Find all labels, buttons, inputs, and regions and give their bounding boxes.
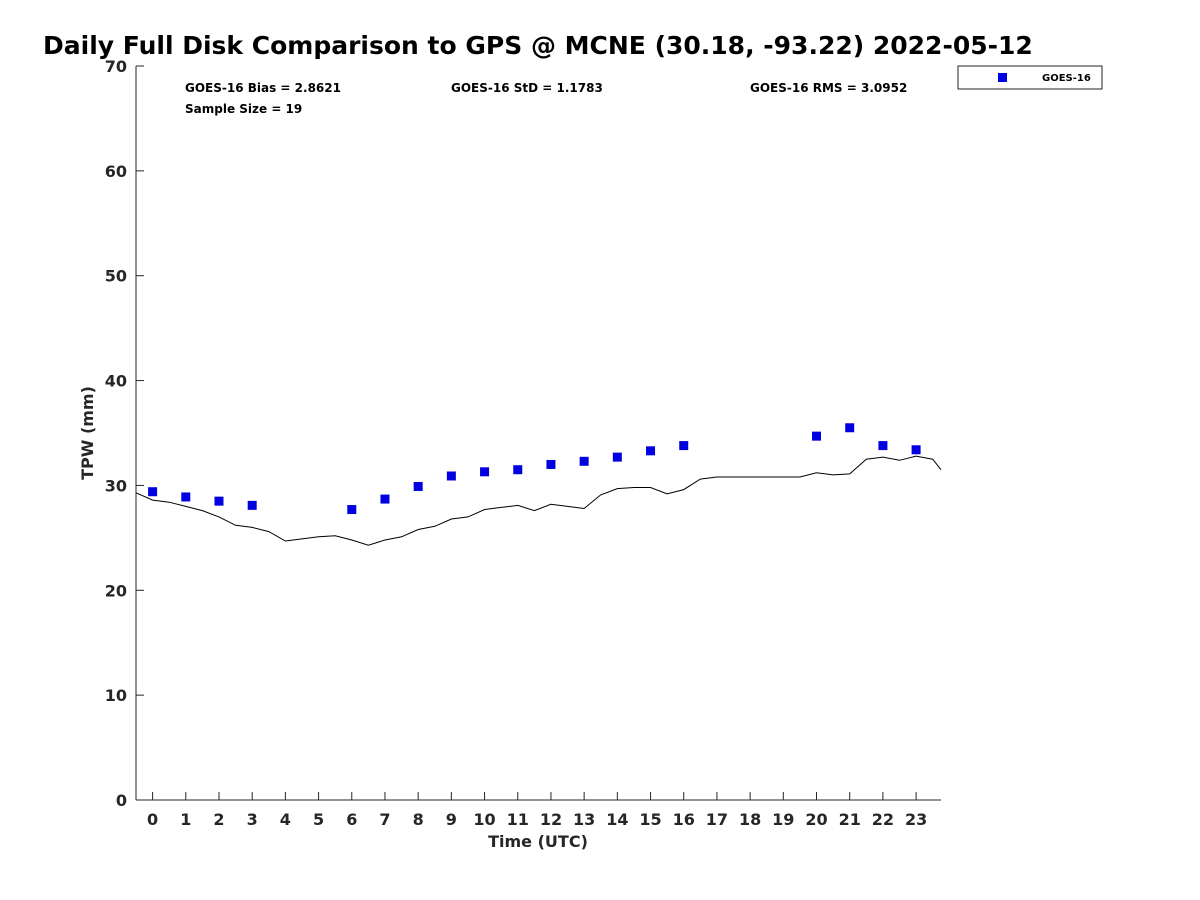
x-tick-label: 0 (147, 810, 158, 829)
goes16-point (148, 487, 158, 497)
x-axis-label: Time (UTC) (488, 832, 588, 851)
gps-line (135, 455, 942, 546)
goes16-point (247, 500, 257, 510)
x-tick-label: 2 (213, 810, 224, 829)
goes16-point (646, 446, 656, 456)
goes16-point (546, 459, 556, 469)
goes16-point (878, 441, 888, 451)
y-tick-label: 70 (105, 57, 127, 76)
x-tick-label: 13 (573, 810, 595, 829)
x-tick-label: 11 (507, 810, 529, 829)
goes16-point (513, 465, 523, 475)
x-tick-label: 4 (280, 810, 291, 829)
x-tick-label: 7 (379, 810, 390, 829)
rms-stat: GOES-16 RMS = 3.0952 (750, 81, 907, 95)
chart-title: Daily Full Disk Comparison to GPS @ MCNE… (43, 31, 1033, 60)
goes16-point (347, 505, 357, 515)
legend-box (957, 65, 1103, 90)
x-tick-label: 20 (805, 810, 827, 829)
legend: GOES-16 (957, 65, 1103, 90)
x-tick-label: 5 (313, 810, 324, 829)
goes16-point (181, 492, 191, 502)
y-axis-label: TPW (mm) (78, 386, 97, 480)
y-tick-label: 10 (105, 686, 127, 705)
goes16-point (911, 445, 921, 455)
x-tick-label: 6 (346, 810, 357, 829)
legend-label: GOES-16 (1042, 73, 1091, 84)
goes16-point (380, 494, 390, 504)
x-tick-label: 3 (247, 810, 258, 829)
x-tick-label: 15 (639, 810, 661, 829)
goes16-point (446, 471, 456, 481)
y-tick-label: 40 (105, 372, 127, 391)
std-stat: GOES-16 StD = 1.1783 (451, 81, 603, 95)
goes16-point (480, 467, 490, 477)
y-tick-label: 60 (105, 162, 127, 181)
goes16-point (679, 441, 689, 451)
bias-stat: GOES-16 Bias = 2.8621 (185, 81, 341, 95)
x-tick-label: 18 (739, 810, 761, 829)
y-tick-label: 20 (105, 581, 127, 600)
x-tick-label: 12 (540, 810, 562, 829)
y-tick-label: 50 (105, 267, 127, 286)
x-tick-label: 16 (673, 810, 695, 829)
goes16-point (214, 496, 224, 506)
legend-marker (998, 73, 1007, 82)
goes16-point (579, 456, 589, 466)
x-tick-label: 23 (905, 810, 927, 829)
y-tick-label: 30 (105, 476, 127, 495)
goes16-point (612, 452, 622, 462)
goes16-point (413, 481, 423, 491)
y-tick-label: 0 (116, 791, 127, 810)
series-layer (135, 423, 942, 546)
x-tick-label: 14 (606, 810, 628, 829)
x-tick-label: 22 (872, 810, 894, 829)
x-tick-label: 21 (839, 810, 861, 829)
goes16-point (845, 423, 855, 433)
x-tick-label: 9 (446, 810, 457, 829)
x-tick-label: 19 (772, 810, 794, 829)
y-axis-ticks: 0 10 20 30 40 50 60 70 (105, 57, 144, 810)
sample-size-stat: Sample Size = 19 (185, 102, 302, 116)
goes16-point (812, 431, 822, 441)
x-tick-label: 8 (413, 810, 424, 829)
x-tick-label: 10 (473, 810, 495, 829)
x-tick-label: 17 (706, 810, 728, 829)
x-axis-ticks: 0 1 2 3 4 5 6 7 8 9 10 11 12 13 14 15 16 17 18 19 20 21 22 23 (147, 792, 927, 829)
x-tick-label: 1 (180, 810, 191, 829)
